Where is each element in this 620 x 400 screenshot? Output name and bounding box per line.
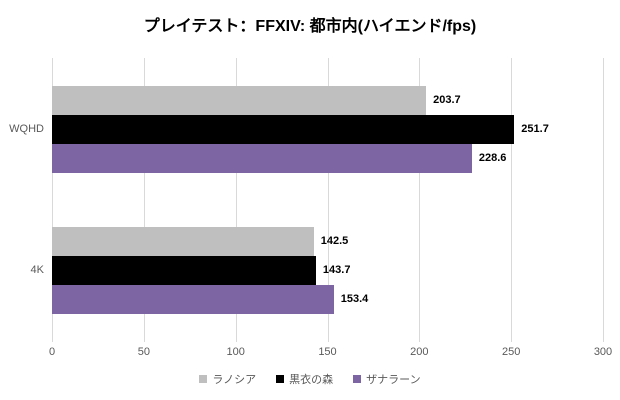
- bar-4K-ラノシア: [52, 226, 314, 256]
- value-label-4K-ザナラーン: 153.4: [340, 292, 369, 305]
- legend-item-黒衣の森: 黒衣の森: [276, 371, 333, 387]
- legend-label: ラノシア: [212, 374, 257, 386]
- category-label-WQHD: WQHD: [9, 123, 44, 135]
- gridline-150: [327, 58, 329, 342]
- value-label-WQHD-ラノシア: 203.7: [433, 93, 461, 106]
- x-axis: 0 50 100 150 200 250 300: [49, 346, 612, 362]
- value-label-WQHD-ザナラーン: 228.6: [478, 151, 507, 164]
- x-tick-label-200: 200: [410, 346, 429, 358]
- gridline-0: [52, 58, 53, 342]
- chart-title: プレイテスト：FFXIV: 都市内(ハイエンド/fps): [143, 18, 477, 35]
- value-label-4K-ラノシア: 142.5: [320, 234, 349, 247]
- bar-WQHD-黒衣の森: [52, 114, 515, 144]
- gridline-250: [511, 58, 513, 342]
- legend: ラノシア 黒衣の森 ザナラーン: [0, 371, 620, 387]
- legend-swatch-icon: [353, 375, 362, 383]
- legend-label: 黒衣の森: [289, 374, 334, 386]
- gridline-200: [419, 58, 421, 342]
- bar-4K-黒衣の森: [52, 255, 316, 285]
- category-label-4K: 4K: [30, 264, 44, 276]
- x-tick-label-0: 0: [48, 346, 56, 358]
- legend-item-ラノシア: ラノシア: [199, 371, 256, 387]
- value-label-4K-黒衣の森: 143.7: [322, 263, 351, 276]
- legend-swatch-icon: [276, 375, 285, 383]
- legend-label: ザナラーン: [366, 374, 421, 386]
- legend-item-ザナラーン: ザナラーン: [353, 371, 421, 387]
- gridline-300: [603, 58, 604, 342]
- x-tick-label-150: 150: [318, 346, 337, 358]
- bar-WQHD-ラノシア: [52, 85, 427, 115]
- gridline-50: [143, 58, 145, 342]
- gridline-100: [235, 58, 237, 342]
- plot-area: WQHD 203.7 251.7 228.6 4K 142.5 143.7 153.4: [9, 58, 604, 342]
- bar-4K-ザナラーン: [52, 284, 334, 314]
- x-tick-label-50: 50: [137, 346, 150, 358]
- x-tick-label-100: 100: [226, 346, 245, 358]
- x-tick-label-250: 250: [501, 346, 521, 358]
- legend-swatch-icon: [199, 375, 208, 383]
- x-tick-label-300: 300: [593, 346, 613, 358]
- bar-WQHD-ザナラーン: [52, 143, 472, 173]
- value-label-WQHD-黒衣の森: 251.7: [521, 122, 549, 135]
